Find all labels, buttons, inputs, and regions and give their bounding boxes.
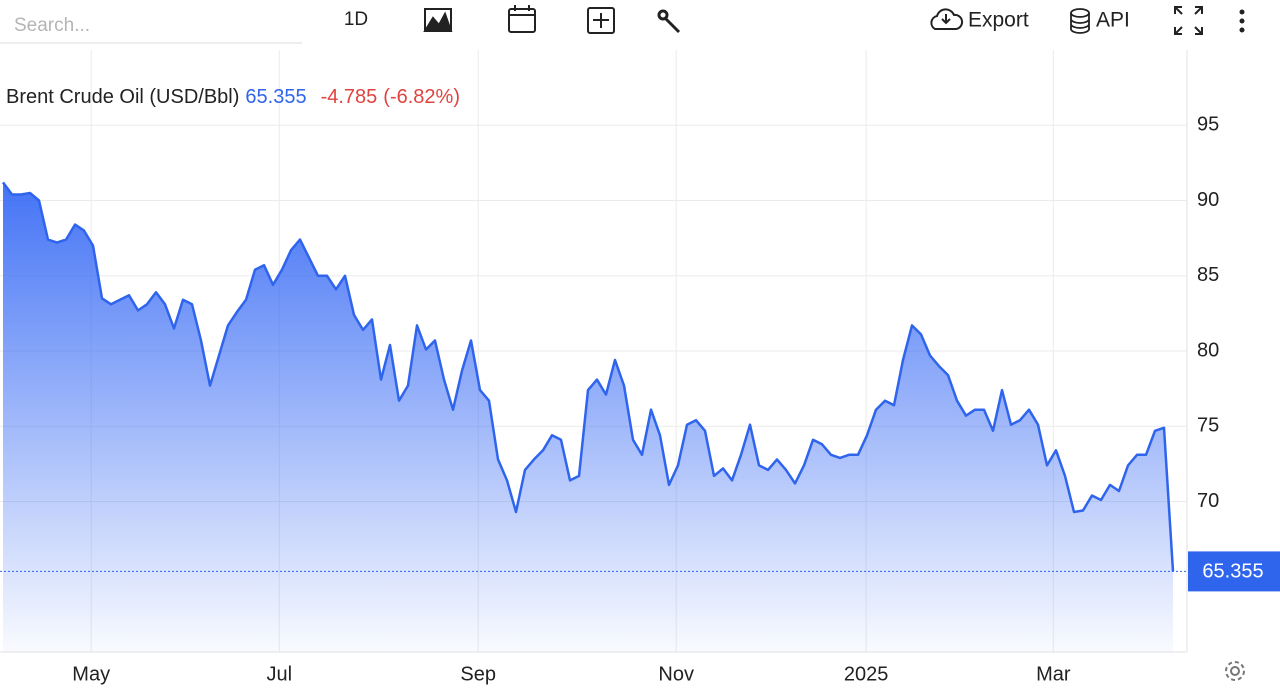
settings-tool-button[interactable] — [657, 9, 681, 34]
menu-button[interactable] — [1239, 9, 1245, 33]
y-tick-label: 75 — [1197, 415, 1219, 437]
chart-header: Brent Crude Oil (USD/Bbl) 65.355 -4.785 (-6… — [6, 86, 460, 108]
last-price: 65.355 — [245, 86, 306, 108]
x-tick-label: Sep — [460, 663, 496, 685]
y-tick-label: 95 — [1197, 114, 1219, 136]
x-tick-label: Jul — [267, 663, 293, 685]
settings-gear[interactable] — [1225, 661, 1245, 681]
interval-button[interactable]: 1D — [344, 9, 368, 30]
x-tick-label: 2025 — [844, 663, 889, 685]
chart-type-button[interactable] — [423, 8, 453, 32]
y-tick-label: 70 — [1197, 490, 1219, 512]
y-tick-label: 80 — [1197, 339, 1219, 361]
compare-button[interactable] — [587, 7, 615, 34]
export-label: Export — [968, 9, 1029, 32]
toolbar: Search... 1D Export API — [0, 5, 1245, 44]
export-button[interactable]: Export — [930, 8, 1029, 32]
price-change: -4.785 — [321, 86, 378, 108]
y-tick-label: 85 — [1197, 264, 1219, 286]
y-tick-label: 90 — [1197, 189, 1219, 211]
x-tick-label: Nov — [658, 663, 694, 685]
x-tick-label: Mar — [1036, 663, 1071, 685]
api-label: API — [1096, 9, 1130, 32]
area-fill — [3, 182, 1173, 652]
fullscreen-button[interactable] — [1174, 6, 1203, 35]
last-price-badge — [1188, 551, 1280, 592]
search-box[interactable]: Search... — [14, 15, 90, 36]
chart-title: Brent Crude Oil (USD/Bbl) — [6, 86, 239, 108]
x-tick-label: May — [72, 663, 110, 685]
last-price-badge-label: 65.355 — [1202, 561, 1263, 583]
api-button[interactable]: API — [1070, 8, 1130, 34]
price-line — [1, 181, 1175, 572]
price-change-pct: (-6.82%) — [383, 86, 460, 108]
calendar-button[interactable] — [508, 5, 536, 33]
